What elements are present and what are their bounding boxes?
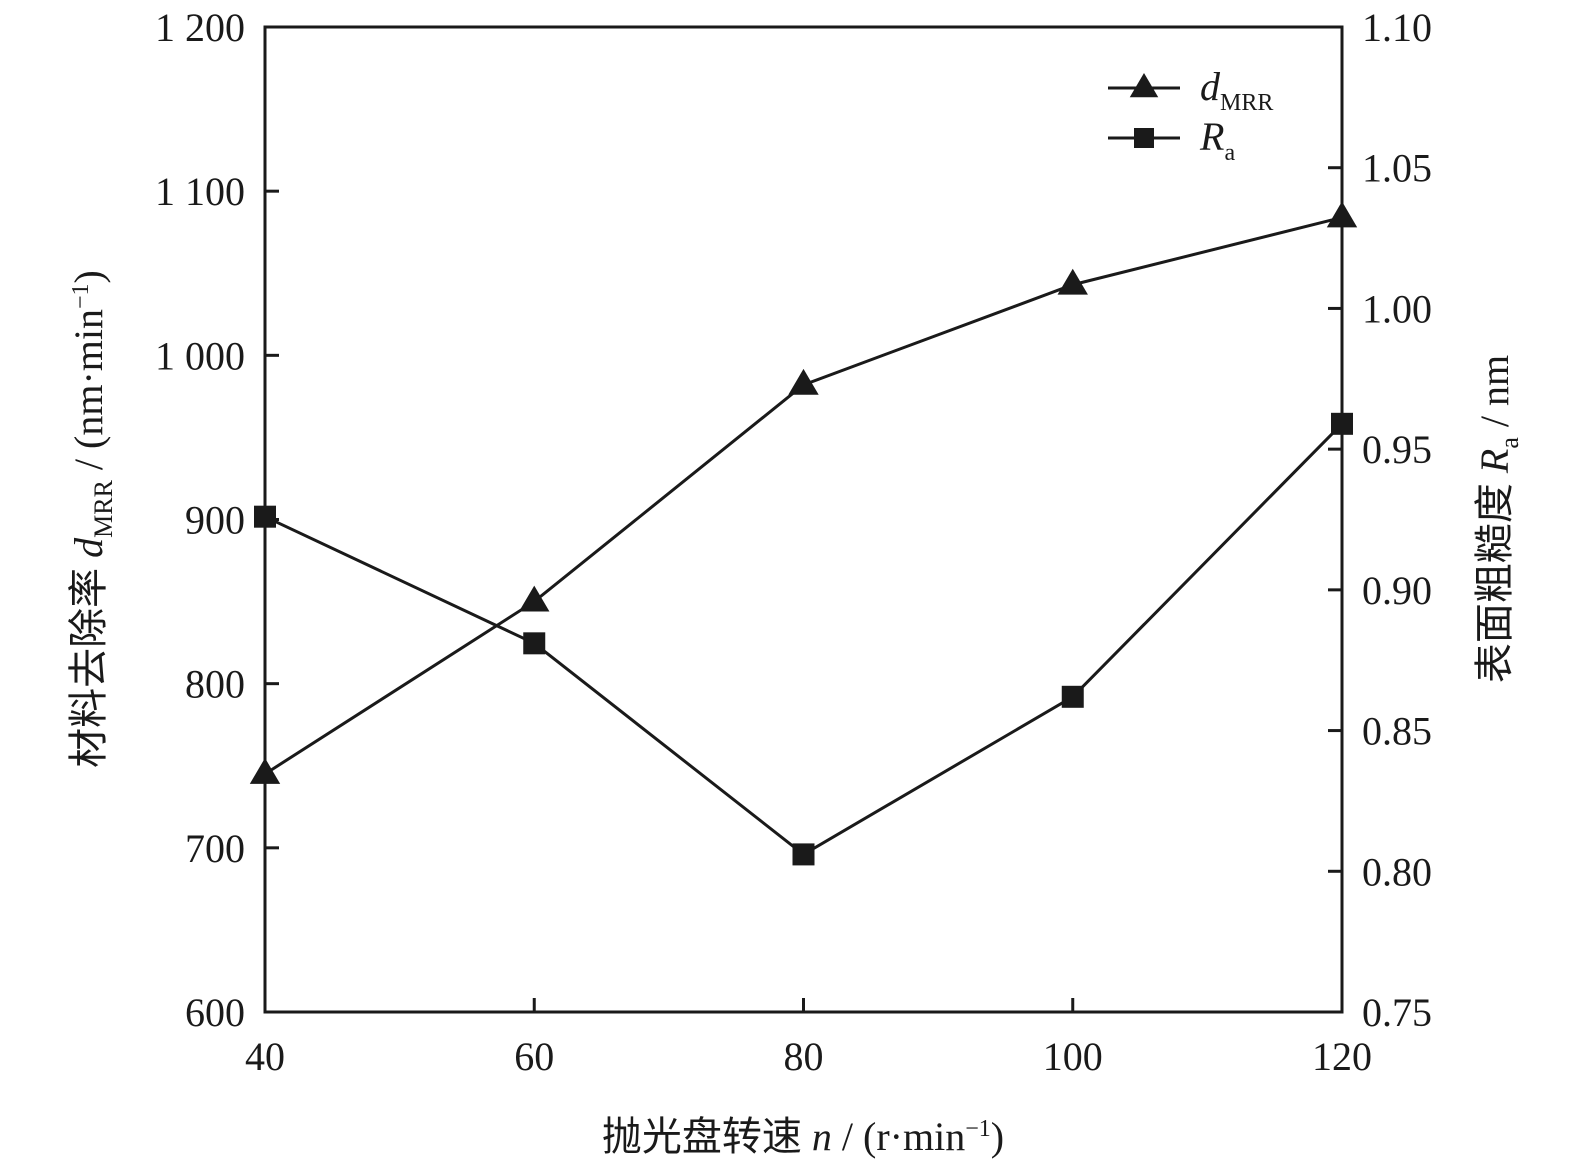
y-left-tick-label: 1 100 — [155, 169, 245, 214]
y-axis-left: 600 700 800 900 1 000 1 100 1 200 — [155, 5, 279, 1035]
legend-label-sub: a — [1224, 140, 1235, 166]
y-right-tick-label: 1.10 — [1362, 5, 1432, 50]
y-axis-right: 0.75 0.80 0.85 0.90 0.95 1.00 1.05 1.10 — [1328, 5, 1432, 1035]
y-right-label-italic: R — [1472, 449, 1517, 474]
y-left-label-unit: / (nm·min — [66, 309, 111, 480]
legend-marker-triangle — [1129, 73, 1159, 98]
x-tick-label: 80 — [784, 1034, 824, 1079]
data-point-square — [523, 632, 546, 655]
y-right-tick-label: 0.95 — [1362, 427, 1432, 472]
x-axis-label-unit-sup: −1 — [965, 1116, 991, 1142]
legend-label: Ra — [1199, 114, 1235, 166]
y-left-tick-label: 1 200 — [155, 5, 245, 50]
legend-marker-square — [1134, 128, 1154, 148]
x-tick-label: 120 — [1312, 1034, 1372, 1079]
x-axis-label-italic: n — [812, 1114, 832, 1159]
legend-label: dMRR — [1200, 64, 1273, 116]
y-left-label-sub: MRR — [89, 479, 118, 537]
data-point-square — [1331, 412, 1353, 435]
y-right-tick-label: 1.05 — [1362, 146, 1432, 191]
series-line — [264, 215, 1343, 776]
x-axis-label-unit: / (r·min — [832, 1114, 965, 1159]
series-line — [264, 422, 1344, 857]
y-left-tick-label: 800 — [185, 662, 245, 707]
y-right-label-unit: / nm — [1472, 355, 1517, 437]
legend-label-italic: R — [1199, 114, 1224, 159]
y-right-tick-label: 0.75 — [1362, 990, 1432, 1035]
series-dmrr — [249, 201, 1358, 784]
x-tick-label: 40 — [245, 1034, 285, 1079]
y-axis-left-label: 材料去除率 dMRR / (nm·min−1) — [66, 270, 118, 768]
legend-label-italic: d — [1200, 64, 1221, 109]
y-right-tick-label: 1.00 — [1362, 286, 1432, 331]
legend-item: dMRR — [1108, 64, 1273, 116]
data-point-square — [1061, 685, 1084, 708]
y-right-label-main: 表面粗糙度 — [1472, 473, 1517, 683]
data-point-triangle — [519, 585, 550, 612]
y-right-label-sub: a — [1495, 437, 1524, 449]
y-left-label-italic: d — [66, 537, 111, 558]
data-point-triangle — [1326, 201, 1358, 228]
x-axis-label-main: 抛光盘转速 — [602, 1114, 812, 1159]
y-axis-right-label: 表面粗糙度 Ra / nm — [1472, 355, 1524, 683]
y-right-tick-label: 0.90 — [1362, 568, 1432, 613]
y-left-tick-label: 900 — [185, 498, 245, 543]
series-group — [249, 201, 1358, 866]
y-left-label-unit-end: ) — [66, 270, 111, 283]
y-right-tick-label: 0.80 — [1362, 849, 1432, 894]
data-point-square — [254, 505, 276, 528]
data-point-triangle — [1057, 268, 1088, 295]
y-left-label-main: 材料去除率 — [66, 558, 111, 768]
y-left-tick-label: 700 — [185, 826, 245, 871]
y-left-tick-label: 1 000 — [155, 333, 245, 378]
x-tick-label: 100 — [1043, 1034, 1103, 1079]
x-tick-label: 60 — [514, 1034, 554, 1079]
y-left-label-unit-sup: −1 — [68, 283, 94, 309]
x-axis-label: 抛光盘转速 n / (r·min−1) — [602, 1114, 1004, 1159]
legend-item: Ra — [1108, 114, 1235, 166]
x-axis: 40 60 80 100 120 — [245, 998, 1372, 1079]
data-point-triangle — [249, 757, 281, 784]
data-point-square — [792, 843, 815, 866]
series-ra — [254, 412, 1353, 866]
legend-label-sub: MRR — [1220, 90, 1273, 116]
y-right-tick-label: 0.85 — [1362, 709, 1432, 754]
data-point-triangle — [788, 368, 819, 395]
x-axis-label-unit-end: ) — [991, 1114, 1004, 1159]
y-left-tick-label: 600 — [185, 990, 245, 1035]
